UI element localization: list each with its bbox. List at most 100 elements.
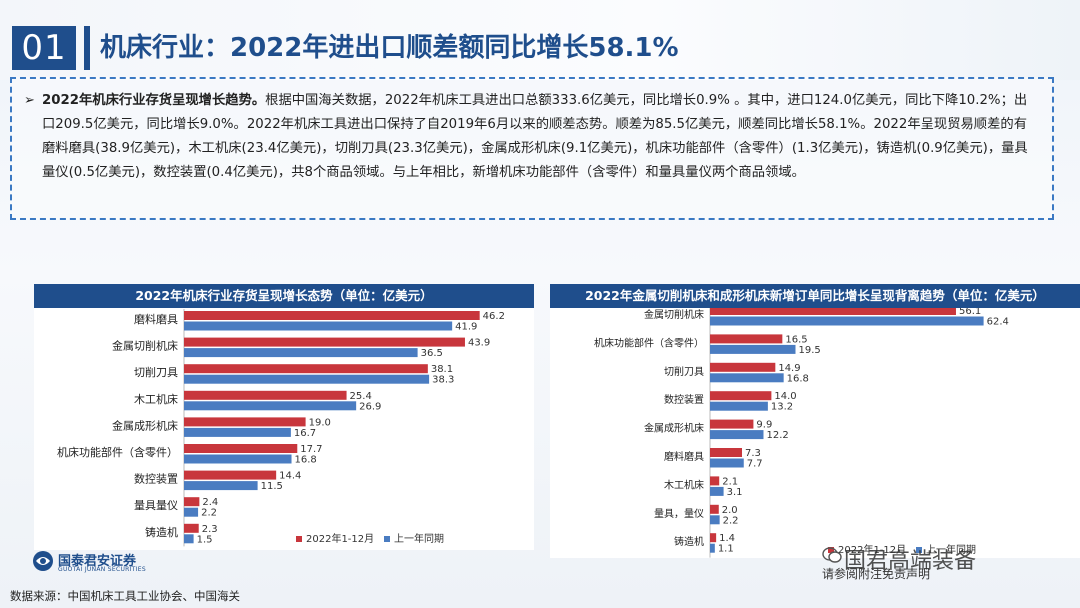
wechat-icon bbox=[822, 547, 842, 563]
value-label: 2.0 bbox=[722, 505, 738, 516]
value-label: 2.3 bbox=[202, 524, 218, 535]
data-source: 数据来源：中国机床工具工业协会、中国海关 bbox=[10, 589, 240, 603]
category-label: 铸造机 bbox=[674, 535, 704, 548]
bar-current bbox=[710, 334, 783, 344]
value-label: 9.9 bbox=[756, 420, 772, 431]
bar-previous bbox=[184, 507, 199, 517]
section-number: 01 bbox=[12, 26, 76, 70]
category-label: 数控装置 bbox=[134, 472, 178, 486]
bar-current bbox=[184, 470, 277, 480]
category-label: 机床功能部件（含零件） bbox=[57, 445, 178, 459]
category-label: 量具量仪 bbox=[134, 499, 178, 512]
bar-previous bbox=[184, 401, 357, 411]
value-label: 25.4 bbox=[350, 391, 372, 402]
bar-current bbox=[710, 476, 720, 486]
category-label: 切削刀具 bbox=[134, 365, 178, 379]
summary-box: ➢ 2022年机床行业存货呈现增长趋势。根据中国海关数据，2022年机床工具进出… bbox=[10, 77, 1054, 220]
value-label: 38.1 bbox=[431, 364, 453, 375]
logo-text: 国泰君安证券 bbox=[58, 554, 137, 569]
value-label: 7.3 bbox=[745, 448, 761, 459]
legend-swatch bbox=[828, 547, 834, 553]
value-label: 16.7 bbox=[294, 428, 316, 439]
value-label: 19.5 bbox=[799, 345, 821, 356]
watermark: 国君高端装备 bbox=[844, 549, 977, 574]
value-label: 2.1 bbox=[722, 476, 738, 487]
category-label: 切削刀具 bbox=[664, 365, 704, 378]
category-label: 磨料磨具 bbox=[134, 312, 178, 326]
page-title: 机床行业：2022年进出口顺差额同比增长58.1% bbox=[100, 33, 679, 63]
legend-label: 2022年1-12月 bbox=[838, 543, 906, 556]
chart-left-area: 磨料磨具 46.2 41.9 金属切削机床 43.9 36.5 切削刀具 38.1 38.3 木工… bbox=[34, 308, 534, 550]
chart-right: 金属切削机床 56.1 62.4 机床功能部件（含零件） 16.519.5 切削刀具 14.… bbox=[594, 304, 1009, 558]
value-label: 1.1 bbox=[718, 544, 734, 555]
chart-left-title: 2022年机床行业存货呈现增长态势（单位：亿美元） bbox=[34, 284, 534, 308]
category-label: 量具，量仪 bbox=[654, 508, 704, 520]
category-label: 木工机床 bbox=[664, 478, 704, 491]
bar-previous bbox=[710, 373, 784, 383]
legend-label: 2022年1-12月 bbox=[306, 532, 374, 545]
chart-left: 磨料磨具 46.2 41.9 金属切削机床 43.9 36.5 切削刀具 38.138.3 木工… bbox=[57, 309, 505, 547]
bar-previous bbox=[710, 486, 724, 496]
bar-current bbox=[710, 391, 772, 401]
bar-current bbox=[184, 390, 347, 400]
title-accent-bar bbox=[84, 26, 90, 70]
bar-current bbox=[184, 444, 298, 453]
value-label: 3.1 bbox=[727, 487, 743, 498]
value-label: 12.2 bbox=[766, 430, 788, 441]
bar-current bbox=[184, 311, 480, 320]
header-background bbox=[0, 0, 1080, 80]
category-label: 数控装置 bbox=[664, 393, 704, 406]
legend-swatch bbox=[296, 536, 302, 542]
bar-previous bbox=[184, 321, 453, 331]
value-label: 2.2 bbox=[201, 508, 217, 519]
value-label: 14.9 bbox=[778, 363, 800, 374]
value-label: 14.4 bbox=[279, 471, 301, 482]
value-label: 16.5 bbox=[785, 334, 807, 345]
disclaimer-note: 请参阅附注免责声明 bbox=[822, 567, 931, 581]
category-label: 磨料磨具 bbox=[664, 450, 704, 463]
value-label: 19.0 bbox=[309, 417, 331, 428]
value-label: 26.9 bbox=[359, 401, 381, 412]
value-label: 46.2 bbox=[483, 311, 505, 322]
bar-previous bbox=[710, 430, 764, 440]
summary-lead: 2022年机床行业存货呈现增长趋势。 bbox=[42, 93, 266, 108]
bar-previous bbox=[710, 543, 715, 553]
bar-current bbox=[710, 362, 776, 372]
bar-previous bbox=[710, 344, 796, 354]
category-label: 金属切削机床 bbox=[644, 308, 704, 321]
chart-right-title: 2022年金属切削机床和成形机床新增订单同比增长呈现背离趋势（单位：亿美元） bbox=[550, 284, 1080, 308]
category-label: 金属成形机床 bbox=[644, 422, 704, 435]
legend-label: 上一年同期 bbox=[394, 532, 444, 545]
value-label: 11.5 bbox=[261, 481, 283, 492]
bar-current bbox=[710, 533, 717, 543]
bar-previous bbox=[184, 427, 291, 437]
bar-previous bbox=[710, 316, 984, 326]
category-label: 金属成形机床 bbox=[112, 418, 178, 432]
bar-previous bbox=[184, 374, 430, 384]
category-label: 木工机床 bbox=[134, 392, 178, 406]
bar-previous bbox=[710, 515, 720, 525]
category-label: 金属切削机床 bbox=[112, 339, 178, 353]
logo-subtext: GUOTAI JUNAN SECURITIES bbox=[58, 566, 146, 573]
bar-previous bbox=[184, 481, 258, 491]
bar-current bbox=[710, 448, 743, 457]
bar-previous bbox=[184, 534, 194, 544]
value-label: 13.2 bbox=[771, 402, 793, 413]
bullet-arrow-icon: ➢ bbox=[24, 93, 35, 108]
bar-current bbox=[184, 523, 199, 533]
value-label: 1.5 bbox=[197, 534, 213, 545]
bar-current bbox=[184, 364, 428, 374]
value-label: 1.4 bbox=[719, 533, 735, 544]
bar-previous bbox=[710, 458, 744, 468]
chart-right-area: 金属切削机床 56.1 62.4 机床功能部件（含零件） 16.5 19.5 切削刀具 14.… bbox=[550, 304, 1080, 558]
value-label: 17.7 bbox=[300, 444, 322, 455]
bar-current bbox=[184, 337, 465, 347]
bar-previous bbox=[184, 454, 292, 464]
value-label: 7.7 bbox=[747, 459, 763, 470]
value-label: 2.2 bbox=[723, 515, 739, 526]
bar-current bbox=[184, 417, 306, 427]
bar-previous bbox=[710, 401, 768, 411]
legend-swatch bbox=[916, 547, 922, 553]
value-label: 14.0 bbox=[774, 391, 796, 402]
bar-current bbox=[710, 306, 956, 315]
